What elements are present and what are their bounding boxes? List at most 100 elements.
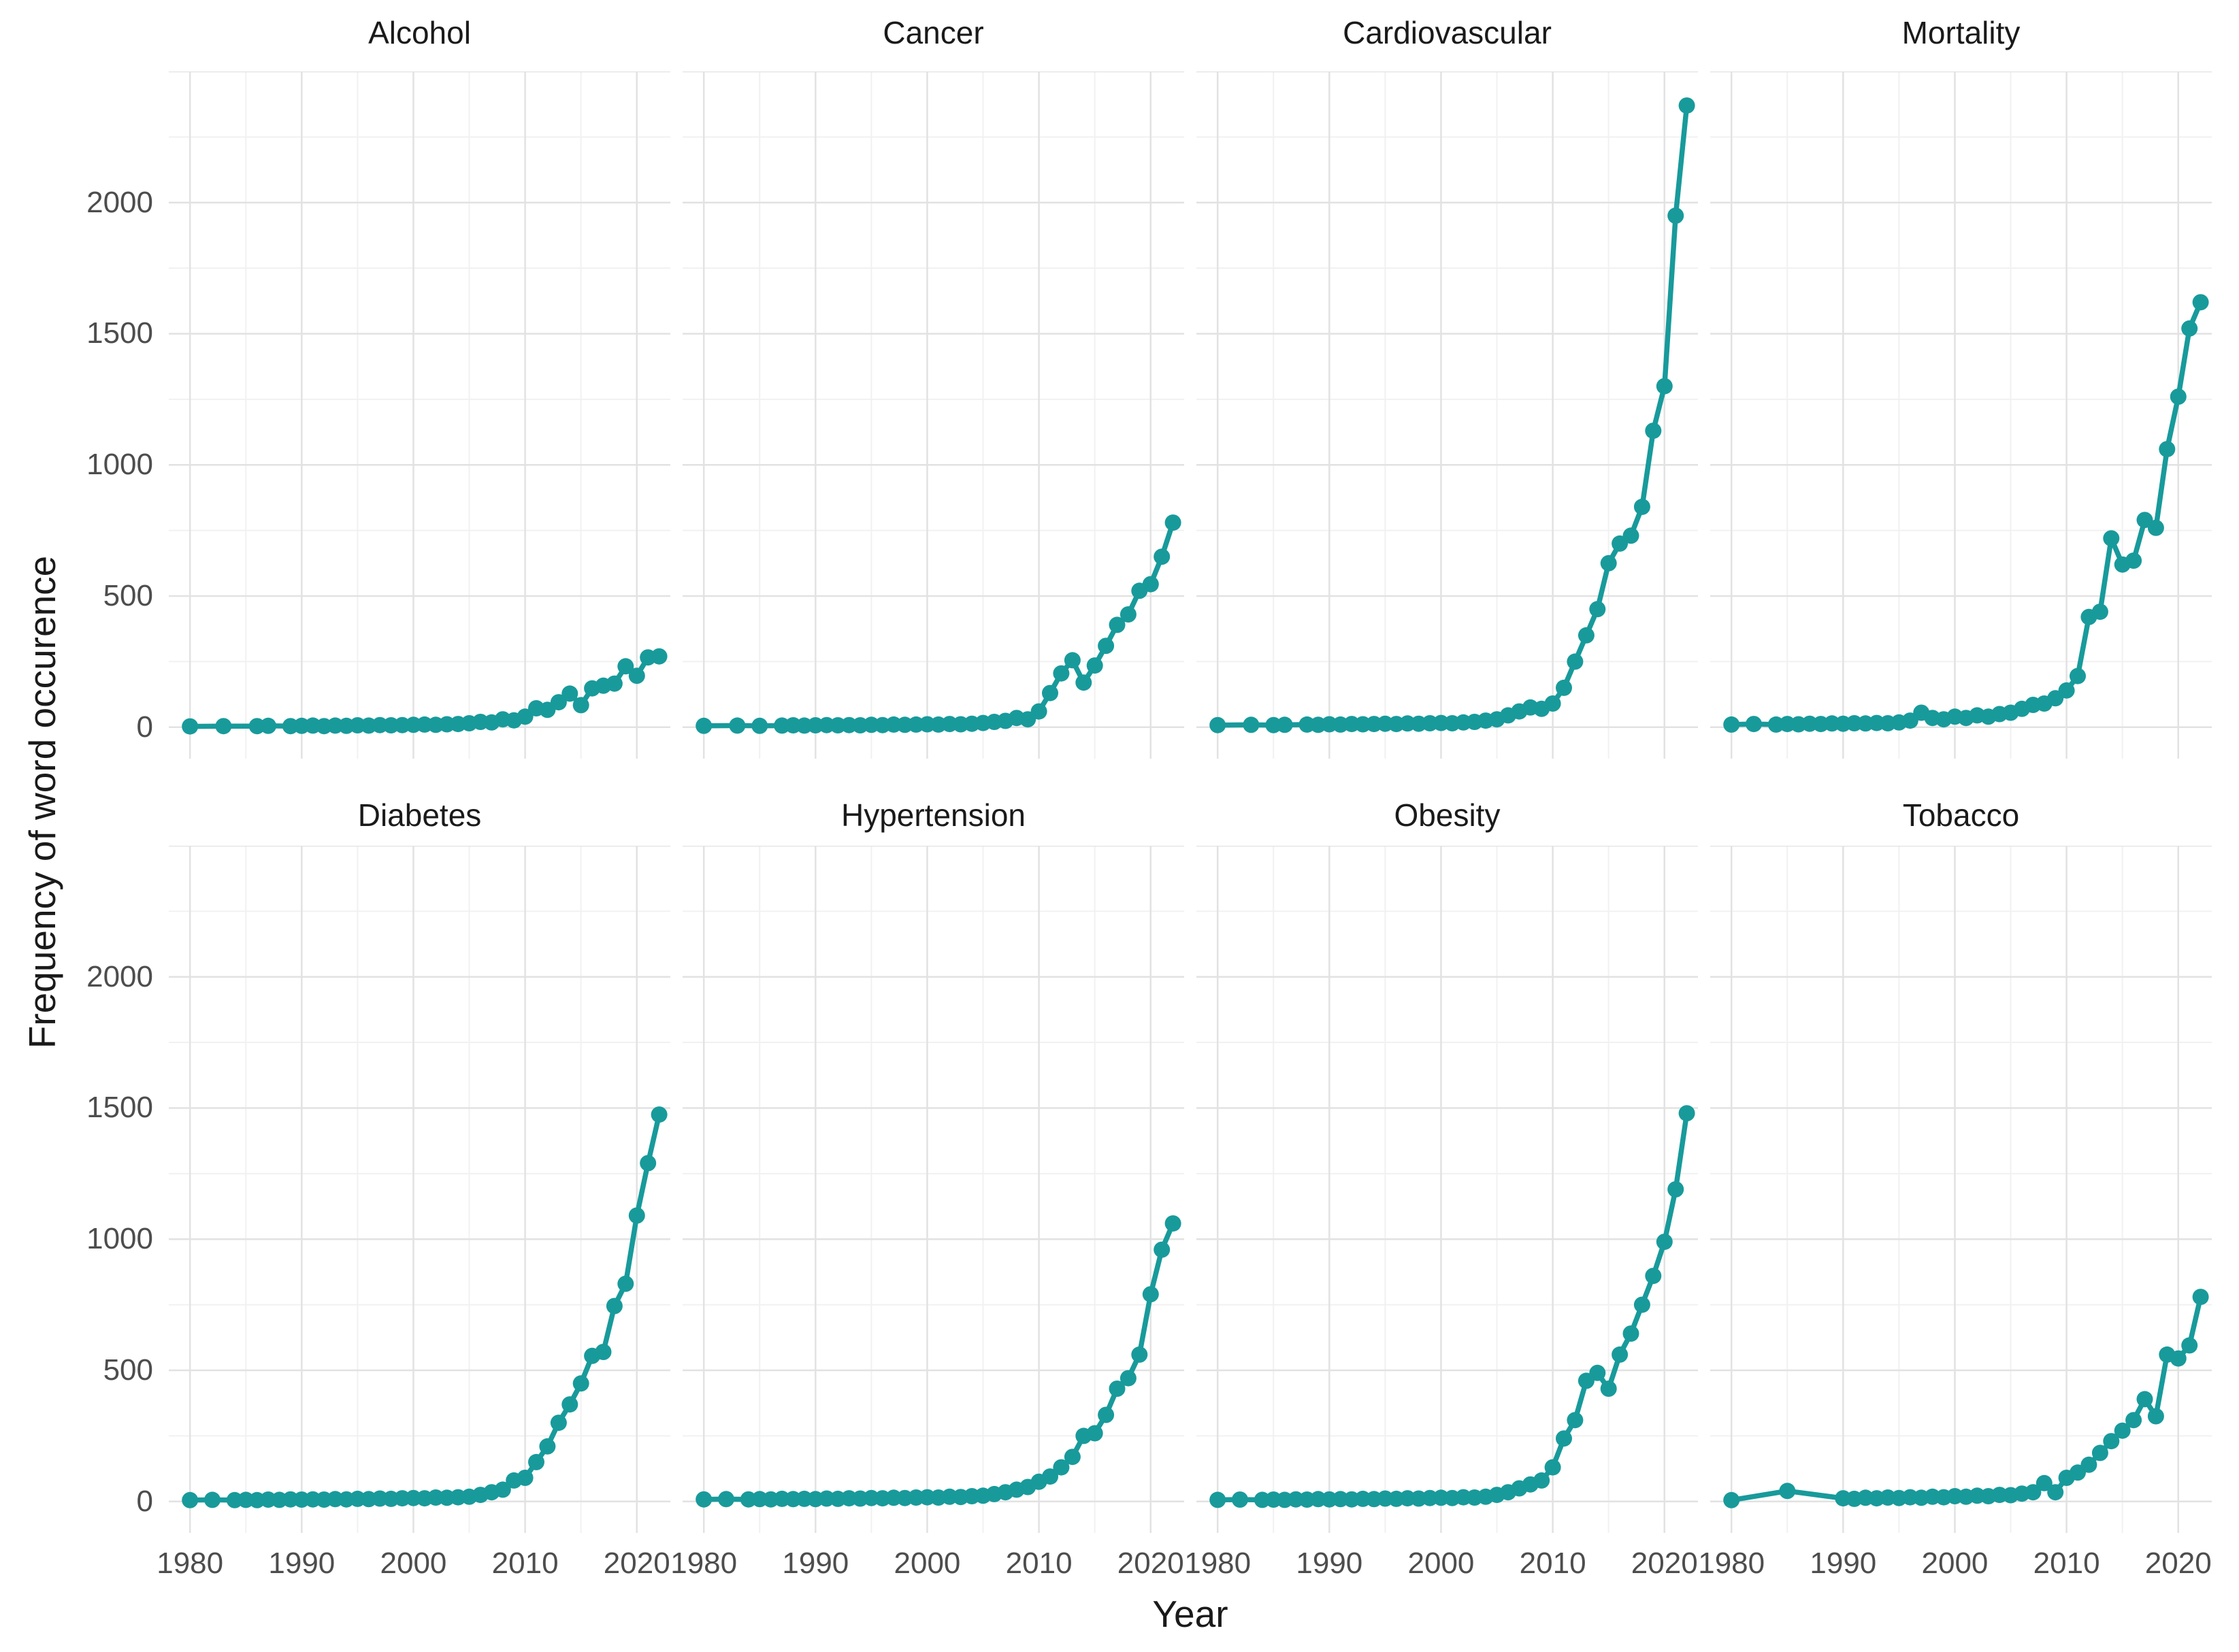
data-point: [1164, 514, 1181, 531]
data-point: [2080, 1456, 2097, 1473]
data-point: [2103, 1433, 2120, 1450]
data-point: [617, 658, 634, 675]
data-point: [539, 1438, 556, 1455]
panel-title-tobacco: Tobacco: [1902, 797, 2020, 833]
y-tick-label: 2000: [86, 185, 153, 219]
x-tick-label: 1990: [268, 1547, 336, 1580]
data-point: [606, 675, 623, 692]
data-point: [1612, 1346, 1629, 1363]
panel-title-alcohol: Alcohol: [368, 15, 471, 50]
y-tick-label: 1500: [86, 1091, 153, 1125]
data-point: [1589, 601, 1606, 618]
data-point: [729, 717, 746, 734]
data-point: [182, 1491, 199, 1508]
data-point: [2192, 294, 2209, 311]
data-point: [1086, 657, 1103, 674]
data-point: [572, 1375, 589, 1392]
x-tick-label: 1980: [1184, 1547, 1252, 1580]
x-tick-label: 1990: [1296, 1547, 1363, 1580]
x-axis-title: Year: [1152, 1593, 1228, 1635]
data-point: [1544, 695, 1561, 712]
data-point: [2125, 1412, 2142, 1429]
data-point: [550, 694, 567, 711]
trend-line: [701, 1221, 1176, 1502]
x-tick-label: 2000: [894, 1547, 961, 1580]
data-point: [1746, 716, 1762, 733]
data-point: [550, 1415, 567, 1432]
facet-panel-cardiovascular: [1196, 71, 1698, 759]
x-tick-label: 2010: [1005, 1547, 1073, 1580]
data-point: [718, 1491, 734, 1508]
data-point: [1645, 1268, 1662, 1285]
data-point: [1042, 684, 1058, 701]
data-point: [2114, 1422, 2131, 1439]
data-point: [1276, 716, 1293, 733]
panel-title-cardiovascular: Cardiovascular: [1343, 15, 1552, 50]
data-point: [1030, 703, 1047, 720]
x-tick-label: 2000: [1921, 1547, 1989, 1580]
data-point: [1723, 1491, 1740, 1508]
data-point: [1633, 498, 1650, 515]
data-point: [1131, 1346, 1148, 1363]
data-point: [1064, 652, 1081, 669]
data-point: [2192, 1289, 2209, 1306]
data-point: [2147, 1408, 2164, 1425]
facet-panel-cancer: [683, 71, 1184, 759]
data-point: [1567, 653, 1584, 670]
data-point: [2181, 1337, 2198, 1354]
y-axis-title: Frequency of word occurence: [21, 555, 63, 1049]
x-tick-label: 2010: [1519, 1547, 1586, 1580]
data-point: [1164, 1215, 1181, 1232]
x-tick-label: 1980: [670, 1547, 738, 1580]
data-point: [1533, 1472, 1550, 1489]
data-point: [1142, 576, 1159, 593]
data-point: [1209, 1491, 1226, 1508]
y-tick-label: 2000: [86, 959, 153, 993]
data-point: [1600, 1381, 1617, 1397]
y-tick-label: 500: [103, 1353, 153, 1387]
data-point: [1678, 1105, 1695, 1122]
x-tick-label: 2020: [1117, 1547, 1184, 1580]
data-point: [1556, 679, 1572, 696]
data-point: [1053, 1459, 1070, 1476]
data-point: [2025, 1484, 2042, 1501]
data-point: [1600, 555, 1617, 572]
facet-panel-tobacco: [1710, 846, 2212, 1533]
data-point: [640, 1155, 657, 1172]
data-point: [1053, 665, 1070, 682]
data-point: [2136, 1391, 2153, 1408]
data-point: [1645, 423, 1662, 440]
data-point: [1098, 1406, 1115, 1423]
data-point: [1656, 1234, 1673, 1251]
data-point: [696, 717, 713, 734]
data-point: [1042, 1468, 1058, 1485]
data-point: [2103, 530, 2120, 547]
data-point: [1633, 1296, 1650, 1313]
panel-title-hypertension: Hypertension: [840, 797, 1026, 833]
data-point: [2091, 1444, 2108, 1461]
data-point: [528, 1453, 544, 1470]
x-tick-label: 2000: [1407, 1547, 1475, 1580]
data-point: [651, 648, 668, 665]
y-tick-label: 0: [136, 1484, 153, 1518]
x-tick-label: 2020: [2144, 1547, 2212, 1580]
data-point: [1154, 548, 1171, 565]
data-point: [1098, 638, 1115, 655]
data-point: [215, 718, 232, 735]
data-point: [1779, 1483, 1796, 1500]
data-point: [561, 685, 578, 702]
data-point: [2170, 1350, 2187, 1367]
data-point: [572, 697, 589, 714]
data-point: [1544, 1459, 1561, 1476]
data-point: [628, 1207, 645, 1224]
trend-line: [701, 520, 1176, 729]
facet-panel-mortality: [1710, 71, 2212, 759]
data-point: [1243, 716, 1260, 733]
panel-title-mortality: Mortality: [1901, 15, 2021, 50]
data-point: [1154, 1241, 1171, 1258]
data-point: [1086, 1425, 1103, 1442]
data-point: [1064, 1449, 1081, 1466]
data-point: [182, 718, 199, 735]
y-tick-label: 0: [136, 710, 153, 744]
data-point: [617, 1275, 634, 1292]
